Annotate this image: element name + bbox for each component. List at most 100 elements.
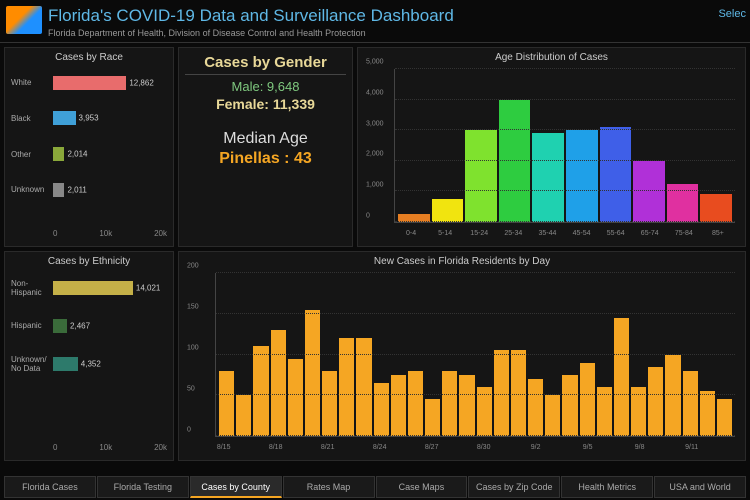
bar: [53, 281, 133, 295]
bar-row: Unknown/ No Data 4,352: [11, 345, 167, 383]
bar: [425, 399, 440, 436]
bar: [408, 371, 423, 436]
x-tick: 5-14: [438, 230, 452, 237]
x-tick: 8/18: [269, 444, 283, 451]
select-link[interactable]: Selec: [718, 8, 746, 20]
bar-value: 4,352: [81, 359, 101, 368]
tab-cases-by-zip-code[interactable]: Cases by Zip Code: [468, 476, 560, 498]
bar: [614, 318, 629, 436]
bar-value: 2,467: [70, 321, 90, 330]
bar: [528, 379, 543, 436]
panel-age-distribution: Age Distribution of Cases 01,0002,0003,0…: [357, 47, 746, 247]
tab-bar: Florida CasesFlorida TestingCases by Cou…: [4, 476, 746, 498]
axis-tick: 10k: [99, 229, 112, 238]
bar-label: Hispanic: [11, 321, 53, 330]
ethnicity-chart-title: Cases by Ethnicity: [11, 256, 167, 267]
bar: [53, 319, 67, 333]
x-tick: 8/15: [217, 444, 231, 451]
bar-row: Black 3,953: [11, 101, 167, 137]
tab-rates-map[interactable]: Rates Map: [283, 476, 375, 498]
bar: [459, 375, 474, 436]
bar: [494, 350, 509, 436]
tab-usa-and-world[interactable]: USA and World: [654, 476, 746, 498]
y-tick: 150: [187, 304, 199, 311]
age-chart: 01,0002,0003,0004,0005,0000-45-1415-2425…: [364, 65, 739, 239]
bar: [665, 355, 680, 437]
axis-tick: 20k: [154, 443, 167, 452]
bar-label: Non-Hispanic: [11, 279, 53, 297]
x-tick: 15-24: [470, 230, 488, 237]
tab-florida-cases[interactable]: Florida Cases: [4, 476, 96, 498]
bar: [305, 310, 320, 436]
bar-row: Non-Hispanic14,021: [11, 269, 167, 307]
bar: [53, 357, 78, 371]
bar-label: White: [11, 78, 53, 87]
bar: [53, 76, 126, 90]
panel-cases-by-ethnicity: Cases by Ethnicity Non-Hispanic14,021His…: [4, 251, 174, 461]
y-tick: 3,000: [366, 120, 384, 127]
x-tick: 9/5: [583, 444, 593, 451]
tab-florida-testing[interactable]: Florida Testing: [97, 476, 189, 498]
bar: [271, 330, 286, 436]
bar-row: Hispanic 2,467: [11, 307, 167, 345]
y-tick: 1,000: [366, 182, 384, 189]
bar: [442, 371, 457, 436]
bar: [700, 194, 732, 222]
bar: [53, 111, 76, 125]
y-tick: 200: [187, 263, 199, 270]
x-tick: 9/11: [685, 444, 698, 451]
bar: [53, 183, 64, 197]
page-subtitle: Florida Department of Health, Division o…: [48, 28, 740, 38]
ethnicity-chart: Non-Hispanic14,021 Hispanic 2,467 Unknown/ …: [11, 269, 167, 441]
y-tick: 4,000: [366, 89, 384, 96]
x-tick: 8/30: [477, 444, 491, 451]
age-chart-title: Age Distribution of Cases: [364, 52, 739, 63]
male-count: Male: 9,648: [185, 79, 346, 94]
bar-row: White 12,862: [11, 65, 167, 101]
tab-cases-by-county[interactable]: Cases by County: [190, 476, 282, 498]
bar-value: 12,862: [129, 78, 153, 87]
bar: [580, 363, 595, 436]
bar: [511, 350, 526, 436]
dashboard-grid: Cases by Race White 12,862 Black 3,953 Other…: [0, 43, 750, 463]
dashboard-header: Florida's COVID-19 Data and Surveillance…: [0, 0, 750, 43]
race-chart-title: Cases by Race: [11, 52, 167, 63]
bar-label: Black: [11, 114, 53, 123]
tab-health-metrics[interactable]: Health Metrics: [561, 476, 653, 498]
bar: [288, 359, 303, 436]
bar: [683, 371, 698, 436]
x-tick: 75-84: [675, 230, 693, 237]
y-tick: 50: [187, 386, 195, 393]
bar-label: Unknown/ No Data: [11, 355, 53, 373]
x-tick: 0-4: [406, 230, 416, 237]
bar: [600, 127, 632, 222]
tab-case-maps[interactable]: Case Maps: [376, 476, 468, 498]
y-tick: 100: [187, 345, 199, 352]
x-tick: 9/8: [635, 444, 645, 451]
bar: [236, 395, 251, 436]
axis-tick: 0: [53, 229, 57, 238]
bar: [633, 161, 665, 222]
bar: [465, 130, 497, 222]
x-tick: 9/2: [531, 444, 541, 451]
daily-chart-title: New Cases in Florida Residents by Day: [185, 256, 739, 267]
bar-value: 3,953: [79, 114, 99, 123]
bar: [374, 383, 389, 436]
gender-heading: Cases by Gender: [185, 54, 346, 75]
bar-label: Other: [11, 150, 53, 159]
bar: [566, 130, 598, 222]
x-tick: 8/24: [373, 444, 387, 451]
panel-cases-by-race: Cases by Race White 12,862 Black 3,953 Other…: [4, 47, 174, 247]
daily-chart: 0501001502008/158/188/218/248/278/309/29…: [185, 269, 739, 453]
bar: [545, 395, 560, 436]
median-age-value: Pinellas : 43: [185, 150, 346, 168]
panel-gender-stats: Cases by Gender Male: 9,648 Female: 11,3…: [178, 47, 353, 247]
panel-daily-cases: New Cases in Florida Residents by Day 0 5…: [178, 251, 746, 461]
race-chart-axis: 010k20k: [11, 229, 167, 238]
bar: [532, 133, 564, 222]
y-tick: 5,000: [366, 59, 384, 66]
x-tick: 55-64: [607, 230, 625, 237]
y-tick: 0: [187, 427, 191, 434]
axis-tick: 0: [53, 443, 57, 452]
median-age-heading: Median Age: [185, 130, 346, 148]
